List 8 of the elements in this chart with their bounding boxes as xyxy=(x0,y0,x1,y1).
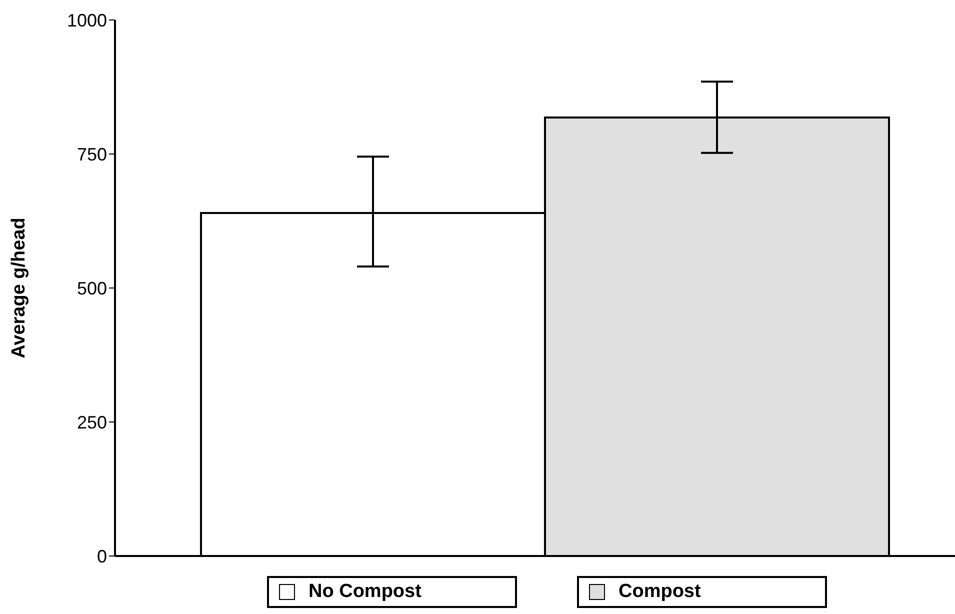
y-tick-label: 750 xyxy=(76,144,107,164)
y-tick-label: 1000 xyxy=(66,10,107,30)
y-tick-label: 500 xyxy=(76,278,107,298)
y-axis-title: Average g/head xyxy=(8,218,30,358)
legend-label: No Compost xyxy=(308,581,422,603)
legend-label: Compost xyxy=(618,581,701,603)
y-tick-label: 250 xyxy=(76,412,107,432)
y-tick-label: 0 xyxy=(96,546,107,566)
